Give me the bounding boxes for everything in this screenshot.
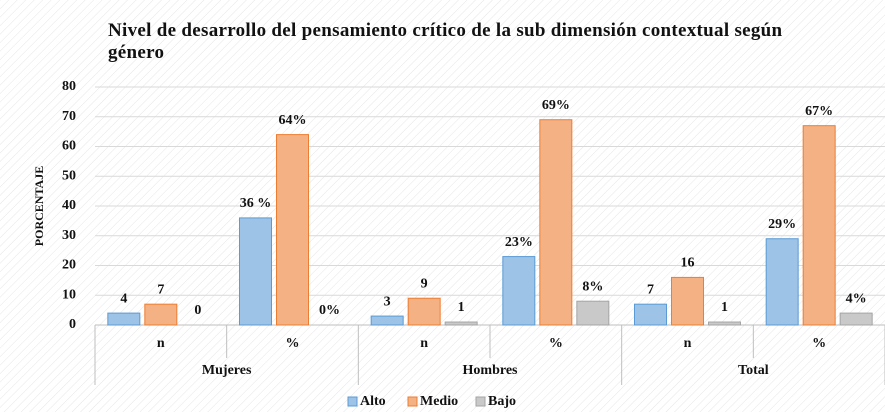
data-label: 16 [681, 256, 695, 271]
data-label: 23% [505, 235, 533, 250]
chart-title: Nivel de desarrollo del pensamiento crít… [108, 20, 783, 63]
x-tick-label: % [286, 336, 300, 351]
data-label: 0% [319, 303, 340, 318]
legend-label: Medio [420, 394, 458, 409]
y-tick-label: 40 [62, 198, 76, 213]
y-tick-label: 60 [62, 139, 76, 154]
data-label: 69% [542, 98, 570, 113]
data-label: 4 [120, 291, 127, 306]
legend-label: Alto [360, 394, 386, 409]
bar [407, 297, 441, 326]
data-label: 1 [721, 300, 728, 315]
x-tick-label: % [812, 336, 826, 351]
legend-swatch [347, 396, 358, 407]
group-label: Total [738, 363, 769, 378]
data-label: 8% [582, 279, 603, 294]
data-label: 1 [458, 300, 465, 315]
y-tick-label: 50 [62, 168, 76, 183]
legend-swatch [475, 396, 486, 407]
bar [671, 276, 704, 326]
data-label: 3 [384, 294, 391, 309]
bar [708, 321, 741, 326]
bar [539, 119, 573, 326]
y-tick-label: 30 [62, 228, 76, 243]
data-label: 0 [194, 303, 201, 318]
bar [802, 125, 836, 326]
x-tick-label: % [549, 336, 563, 351]
group-label: Hombres [463, 363, 519, 378]
data-label: 67% [805, 104, 833, 119]
y-tick-label: 0 [69, 317, 76, 332]
data-label: 64% [279, 113, 307, 128]
bar [370, 315, 404, 326]
legend-label: Bajo [488, 394, 516, 409]
y-tick-label: 10 [62, 287, 76, 302]
bar [502, 256, 536, 326]
y-tick-label: 80 [62, 79, 76, 94]
bar [276, 134, 309, 326]
x-tick-label: n [420, 336, 428, 351]
data-label: 36 % [240, 196, 272, 211]
x-tick-label: n [157, 336, 165, 351]
bar [839, 312, 873, 326]
y-tick-label: 70 [62, 109, 76, 124]
bar [765, 238, 799, 326]
data-label: 7 [157, 282, 164, 297]
data-label: 9 [421, 276, 428, 291]
bar [144, 303, 178, 326]
bar [107, 312, 141, 326]
data-label: 7 [647, 282, 654, 297]
bar [576, 300, 610, 326]
x-tick-label: n [684, 336, 692, 351]
y-tick-label: 20 [62, 258, 76, 273]
bar [444, 321, 478, 326]
data-label: 4% [846, 291, 867, 306]
group-label: Mujeres [202, 363, 252, 378]
bar [239, 217, 272, 326]
legend-swatch [407, 396, 418, 407]
bar [634, 303, 667, 326]
data-label: 29% [768, 217, 796, 232]
y-axis-label: PORCENTAJE [32, 166, 46, 246]
